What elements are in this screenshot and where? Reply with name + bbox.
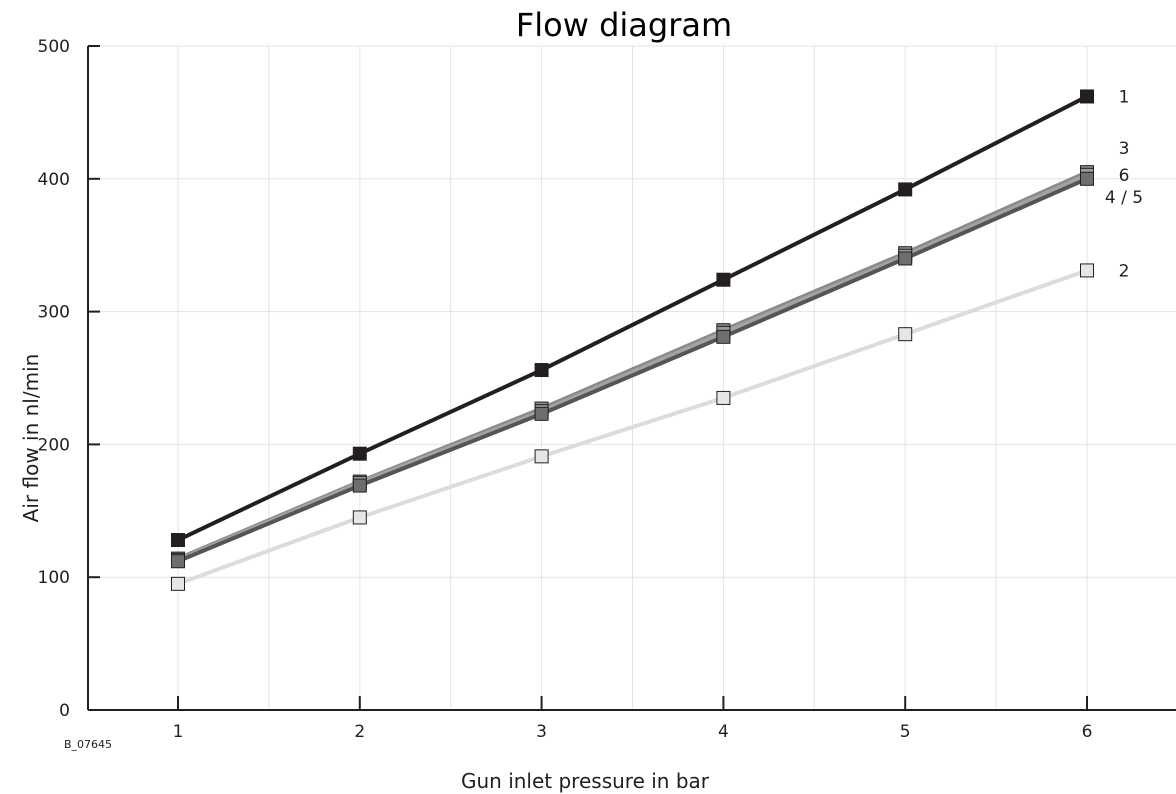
data-point xyxy=(353,447,366,460)
y-tick-label: 400 xyxy=(38,170,70,190)
x-tick-label: 4 xyxy=(718,722,729,742)
series-label: 6 xyxy=(1119,166,1130,186)
data-point xyxy=(535,364,548,377)
x-axis-label: Gun inlet pressure in bar xyxy=(461,769,710,793)
x-tick-label: 3 xyxy=(536,722,547,742)
series-label: 4 / 5 xyxy=(1105,188,1143,208)
x-tick-label: 6 xyxy=(1082,722,1093,742)
y-tick-label: 300 xyxy=(38,303,70,323)
y-tick-label: 500 xyxy=(38,37,70,57)
data-point xyxy=(353,511,366,524)
x-tick-label: 1 xyxy=(173,722,184,742)
data-point xyxy=(172,577,185,590)
series-label: 3 xyxy=(1119,139,1130,159)
x-tick-label: 5 xyxy=(900,722,911,742)
data-point xyxy=(717,391,730,404)
data-point xyxy=(172,534,185,547)
data-point xyxy=(1081,264,1094,277)
data-point xyxy=(717,273,730,286)
grid xyxy=(88,46,1176,710)
data-point xyxy=(353,479,366,492)
x-tick-label: 2 xyxy=(354,722,365,742)
data-point xyxy=(899,328,912,341)
data-point xyxy=(535,407,548,420)
figure-code: B_07645 xyxy=(64,738,112,751)
y-tick-label: 100 xyxy=(38,568,70,588)
chart-title: Flow diagram xyxy=(516,6,732,44)
data-point xyxy=(1081,90,1094,103)
series-label: 1 xyxy=(1119,87,1130,107)
data-point xyxy=(1081,172,1094,185)
data-point xyxy=(899,183,912,196)
data-point xyxy=(535,450,548,463)
series-labels: 1 2 3 4 / 56 xyxy=(1105,87,1143,281)
data-point xyxy=(899,252,912,265)
data-point xyxy=(172,555,185,568)
series-label: 2 xyxy=(1119,261,1130,281)
data-point xyxy=(717,330,730,343)
y-tick-label: 0 xyxy=(59,701,70,721)
y-axis-label: Air flow in nl/min xyxy=(19,354,43,523)
